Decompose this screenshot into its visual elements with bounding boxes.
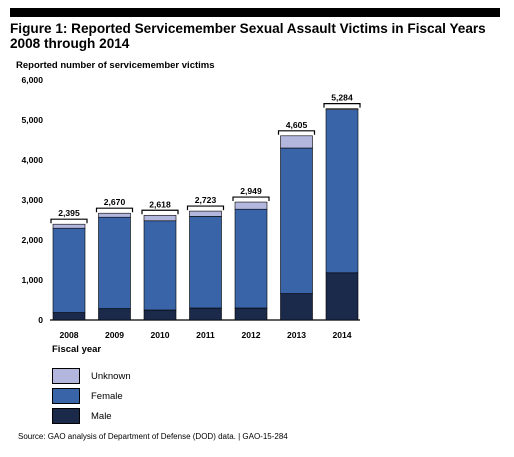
x-tick-label-2014: 2014 bbox=[332, 330, 351, 340]
bar-segment-male-2010 bbox=[143, 309, 177, 321]
legend-label-unknown: Unknown bbox=[91, 371, 131, 382]
bar-segment-unknown-2010 bbox=[143, 214, 177, 222]
bar-segment-female-2014 bbox=[325, 109, 359, 274]
bar-segment-unknown-2012 bbox=[234, 201, 268, 210]
legend-swatch-female bbox=[52, 388, 80, 404]
source-note: Source: GAO analysis of Department of De… bbox=[18, 432, 288, 441]
legend-label-male: Male bbox=[91, 411, 112, 422]
total-bracket-2014 bbox=[323, 103, 361, 108]
total-bracket-2011 bbox=[186, 205, 225, 211]
x-tick-label-2010: 2010 bbox=[150, 330, 169, 340]
total-bracket-2010 bbox=[141, 209, 179, 215]
legend-item-unknown: Unknown bbox=[52, 368, 252, 386]
total-label-2009: 2,670 bbox=[104, 197, 126, 207]
total-label-2011: 2,723 bbox=[195, 195, 217, 205]
y-tick-label: 4,000 bbox=[21, 155, 43, 165]
bar-segment-female-2010 bbox=[143, 220, 177, 311]
legend-item-male: Male bbox=[52, 408, 252, 426]
bar-segment-male-2008 bbox=[52, 312, 86, 321]
legend-swatch-male bbox=[52, 408, 80, 424]
total-label-2013: 4,605 bbox=[286, 120, 308, 130]
bar-segment-female-2013 bbox=[280, 147, 313, 294]
total-bracket-2008 bbox=[50, 218, 88, 224]
bar-segment-female-2011 bbox=[189, 216, 222, 309]
bar-segment-male-2009 bbox=[98, 308, 131, 321]
y-tick-label: 3,000 bbox=[21, 195, 43, 205]
legend-label-female: Female bbox=[91, 391, 123, 402]
total-label-2014: 5,284 bbox=[331, 93, 353, 103]
x-tick-label-2008: 2008 bbox=[59, 330, 78, 340]
x-tick-label-2009: 2009 bbox=[105, 330, 124, 340]
bar-segment-female-2008 bbox=[52, 227, 86, 313]
bar-segment-unknown-2008 bbox=[52, 223, 86, 229]
legend-item-female: Female bbox=[52, 388, 252, 406]
y-tick-label: 0 bbox=[38, 315, 43, 325]
x-tick-label-2013: 2013 bbox=[287, 330, 306, 340]
total-bracket-2009 bbox=[95, 207, 134, 213]
bar-segment-unknown-2011 bbox=[189, 210, 222, 217]
bar-segment-unknown-2009 bbox=[98, 212, 131, 218]
y-tick-label: 2,000 bbox=[21, 235, 43, 245]
bar-segment-male-2011 bbox=[189, 307, 222, 321]
x-axis-title: Fiscal year bbox=[52, 344, 102, 355]
bar-segment-unknown-2013 bbox=[280, 135, 313, 149]
bar-segment-female-2012 bbox=[234, 208, 268, 309]
figure-top-bar bbox=[10, 8, 500, 17]
total-label-2008: 2,395 bbox=[58, 208, 80, 218]
total-label-2012: 2,949 bbox=[240, 186, 262, 196]
legend-swatch-unknown bbox=[52, 368, 80, 384]
bar-segment-unknown-2014 bbox=[325, 108, 359, 110]
bar-segment-male-2012 bbox=[234, 307, 268, 321]
total-label-2010: 2,618 bbox=[149, 199, 171, 209]
bar-segment-male-2014 bbox=[325, 272, 359, 321]
figure-title: Figure 1: Reported Servicemember Sexual … bbox=[10, 21, 486, 51]
bar-segment-female-2009 bbox=[98, 216, 131, 309]
y-axis-title: Reported number of servicemember victims bbox=[16, 60, 215, 71]
total-bracket-2012 bbox=[232, 196, 270, 202]
x-tick-label-2011: 2011 bbox=[196, 330, 215, 340]
x-tick-label-2012: 2012 bbox=[241, 330, 260, 340]
total-bracket-2013 bbox=[277, 130, 316, 135]
y-tick-label: 5,000 bbox=[21, 115, 43, 125]
y-tick-label: 6,000 bbox=[21, 75, 43, 85]
bar-segment-male-2013 bbox=[280, 293, 313, 321]
y-tick-label: 1,000 bbox=[21, 275, 43, 285]
